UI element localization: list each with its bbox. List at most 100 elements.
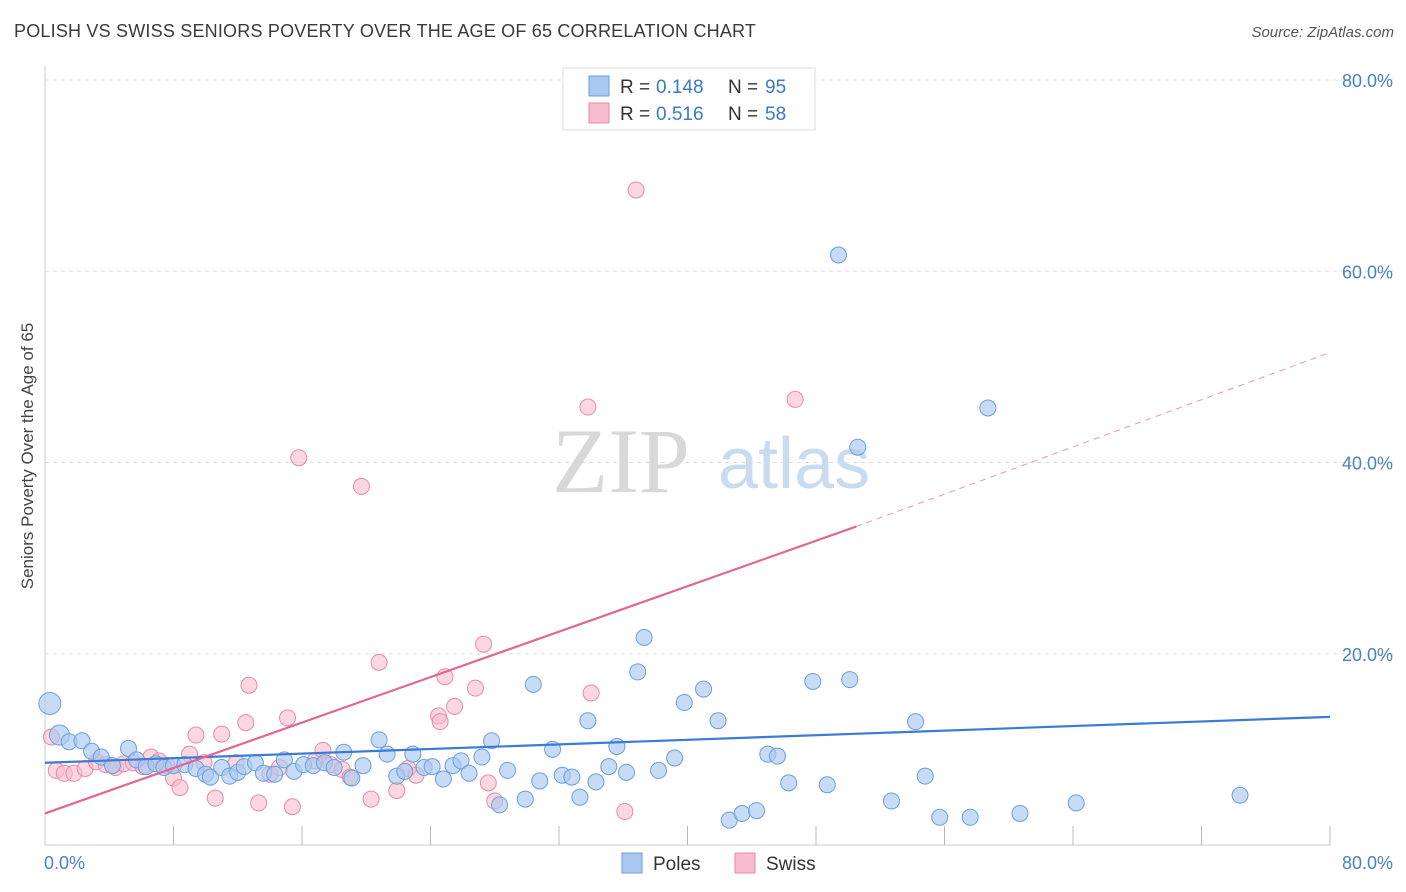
swiss-point-36 — [362, 790, 380, 808]
poles-point-77 — [849, 438, 867, 456]
legend: R = 0.148 N = 95 R = 0.516 N = 58 — [562, 67, 816, 131]
poles-point-81 — [931, 808, 949, 826]
poles-point-42 — [452, 752, 470, 770]
bottom-legend-label-poles: Poles — [653, 854, 701, 875]
poles-point-43 — [460, 764, 478, 782]
poles-point-46 — [491, 796, 509, 814]
x-tick-label-1: 80.0% — [1342, 853, 1393, 873]
poles-point-65 — [695, 680, 713, 698]
swiss-point-35 — [352, 477, 370, 495]
poles-point-82 — [961, 808, 979, 826]
legend-n-value-swiss: 58 — [765, 104, 786, 125]
poles-point-23 — [266, 765, 284, 783]
poles-point-69 — [748, 802, 766, 820]
watermark-zip: ZIP — [552, 410, 690, 512]
swiss-point-20 — [213, 725, 231, 743]
swiss-point-45 — [475, 635, 493, 653]
watermark-atlas: atlas — [718, 424, 870, 504]
swiss-point-15 — [171, 779, 189, 797]
legend-n-label-swiss: N = — [728, 104, 758, 125]
swiss-point-49 — [582, 684, 600, 702]
poles-point-68 — [733, 804, 751, 822]
poles-point-83 — [979, 399, 997, 417]
poles-point-74 — [818, 776, 836, 794]
swiss-point-28 — [283, 798, 301, 816]
poles-point-49 — [524, 675, 542, 693]
poles-point-33 — [370, 731, 388, 749]
poles-point-80 — [916, 767, 934, 785]
poles-point-0 — [38, 691, 62, 715]
poles-point-85 — [1067, 794, 1085, 812]
bottom-legend: Poles Swiss — [621, 852, 816, 875]
swiss-point-46 — [479, 774, 497, 792]
poles-point-54 — [571, 788, 589, 806]
bottom-legend-swatch-poles — [621, 852, 643, 874]
poles-point-76 — [841, 671, 859, 689]
poles-point-57 — [600, 758, 618, 776]
poles-point-44 — [473, 748, 491, 766]
poles-point-53 — [563, 768, 581, 786]
source-label: Source: ZipAtlas.com — [1251, 24, 1394, 41]
poles-points — [38, 246, 1249, 829]
axes — [44, 66, 1331, 846]
poles-point-48 — [516, 790, 534, 808]
swiss-point-23 — [240, 676, 258, 694]
y-tick-label-3: 80.0% — [1342, 71, 1393, 91]
poles-point-66 — [709, 712, 727, 730]
poles-point-79 — [907, 713, 925, 731]
poles-trend-line — [44, 715, 1331, 764]
swiss-point-51 — [627, 181, 645, 199]
legend-r-label-swiss: R = — [620, 104, 650, 125]
poles-point-63 — [666, 749, 684, 767]
swiss-point-50 — [616, 803, 634, 821]
swiss-point-52 — [786, 390, 804, 408]
bottom-legend-label-swiss: Swiss — [766, 854, 816, 875]
trend-lines — [44, 352, 1331, 815]
x-tick-label-0: 0.0% — [44, 853, 85, 873]
poles-point-58 — [608, 738, 626, 756]
poles-point-34 — [378, 745, 396, 763]
swiss-trend-line-extension — [855, 352, 1331, 528]
swiss-point-44 — [466, 679, 484, 697]
y-axis-label: Seniors Poverty Over the Age of 65 — [18, 323, 37, 589]
swiss-point-43 — [446, 697, 464, 715]
y-tick-label-1: 40.0% — [1342, 454, 1393, 474]
poles-point-6 — [103, 757, 121, 775]
swiss-point-29 — [290, 449, 308, 467]
poles-point-32 — [354, 757, 372, 775]
poles-point-29 — [325, 759, 343, 777]
poles-point-59 — [617, 763, 635, 781]
poles-point-72 — [780, 774, 798, 792]
swiss-point-53 — [431, 713, 449, 731]
legend-n-value-poles: 95 — [765, 77, 786, 98]
legend-r-value-poles: 0.148 — [656, 77, 704, 98]
tick-labels: 20.0% 40.0% 60.0% 80.0% 0.0% 80.0% — [44, 71, 1393, 873]
swiss-point-37 — [370, 653, 388, 671]
poles-point-62 — [650, 761, 668, 779]
poles-point-86 — [1231, 786, 1249, 804]
swiss-point-24 — [250, 794, 268, 812]
y-tick-label-2: 60.0% — [1342, 262, 1393, 282]
poles-point-50 — [531, 772, 549, 790]
poles-point-71 — [768, 747, 786, 765]
legend-r-value-swiss: 0.516 — [656, 104, 704, 125]
legend-n-label-poles: N = — [728, 77, 758, 98]
watermark: ZIP atlas — [552, 410, 870, 512]
swiss-point-19 — [206, 789, 224, 807]
swiss-point-48 — [579, 398, 597, 416]
poles-point-24 — [275, 751, 293, 769]
poles-point-78 — [882, 792, 900, 810]
poles-point-39 — [423, 758, 441, 776]
poles-point-84 — [1011, 804, 1029, 822]
poles-point-16 — [201, 768, 219, 786]
y-tick-label-0: 20.0% — [1342, 645, 1393, 665]
poles-point-64 — [675, 694, 693, 712]
poles-point-36 — [396, 762, 414, 780]
poles-point-55 — [579, 712, 597, 730]
swiss-trend-line — [44, 525, 857, 815]
poles-point-75 — [829, 246, 847, 264]
swiss-point-38 — [388, 781, 406, 799]
swiss-point-27 — [279, 709, 297, 727]
poles-point-40 — [434, 770, 452, 788]
